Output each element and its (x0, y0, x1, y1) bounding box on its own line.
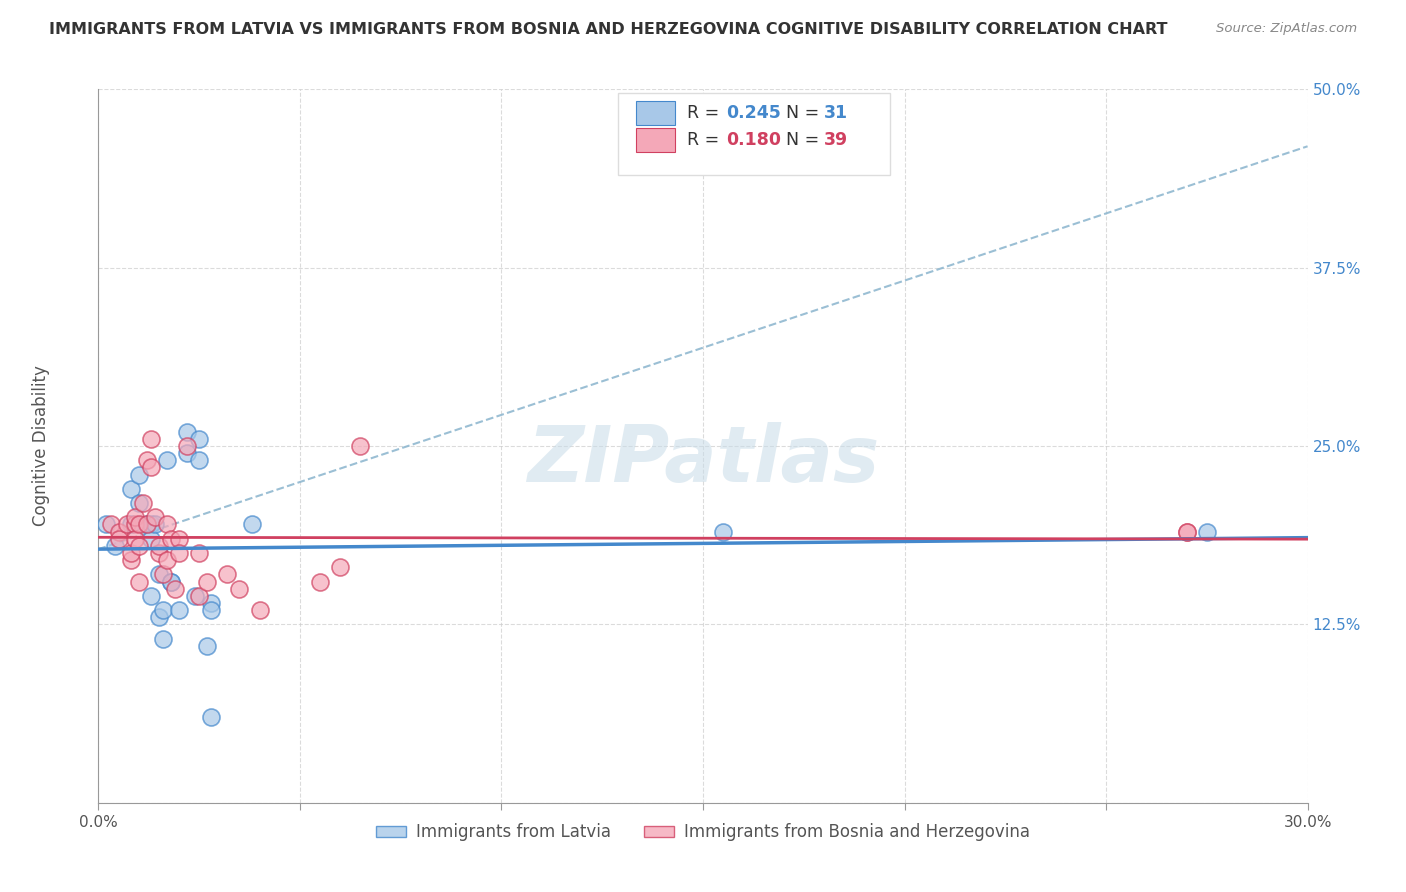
Point (156, 453, 179, 467)
Point (120, 517, 142, 532)
Legend: Immigrants from Latvia, Immigrants from Bosnia and Herzegovina: Immigrants from Latvia, Immigrants from … (370, 817, 1036, 848)
FancyBboxPatch shape (637, 128, 675, 152)
Point (139, 532, 162, 546)
Point (1175, 524, 1198, 539)
Point (195, 639, 218, 653)
Point (160, 574, 183, 589)
Point (135, 453, 157, 467)
Point (124, 510, 146, 524)
Text: N =: N = (786, 103, 825, 121)
Point (120, 553, 142, 567)
Point (128, 517, 150, 532)
Point (1175, 524, 1198, 539)
Point (128, 467, 150, 482)
Point (139, 460, 162, 475)
Point (128, 574, 150, 589)
Point (188, 453, 211, 467)
FancyBboxPatch shape (637, 101, 675, 125)
Point (115, 517, 138, 532)
Point (160, 532, 183, 546)
Point (200, 596, 222, 610)
Text: 0.180: 0.180 (725, 131, 780, 149)
Point (107, 532, 129, 546)
Text: IMMIGRANTS FROM LATVIA VS IMMIGRANTS FROM BOSNIA AND HERZEGOVINA COGNITIVE DISAB: IMMIGRANTS FROM LATVIA VS IMMIGRANTS FRO… (49, 22, 1168, 37)
Point (152, 603, 174, 617)
Point (128, 539, 150, 553)
Point (711, 524, 734, 539)
Point (200, 710, 222, 724)
Point (135, 517, 157, 532)
Point (167, 546, 190, 560)
Text: Source: ZipAtlas.com: Source: ZipAtlas.com (1216, 22, 1357, 36)
Point (148, 567, 170, 582)
Point (100, 517, 122, 532)
Text: R =: R = (688, 103, 725, 121)
Point (139, 432, 162, 446)
Point (176, 446, 198, 460)
Point (188, 432, 211, 446)
Point (124, 532, 146, 546)
Point (188, 589, 211, 603)
Point (160, 574, 183, 589)
Point (200, 603, 222, 617)
Text: 31: 31 (824, 103, 848, 121)
Point (135, 517, 157, 532)
Text: 39: 39 (824, 131, 848, 149)
Point (167, 532, 190, 546)
Point (143, 517, 166, 532)
Point (120, 482, 142, 496)
Point (152, 632, 174, 646)
Point (217, 567, 239, 582)
Point (148, 539, 170, 553)
Point (96, 517, 118, 532)
Point (124, 517, 146, 532)
FancyBboxPatch shape (619, 93, 890, 175)
Point (152, 567, 174, 582)
Point (349, 439, 371, 453)
Point (156, 517, 179, 532)
Point (148, 610, 170, 624)
Point (195, 574, 218, 589)
Text: R =: R = (688, 131, 725, 149)
Text: 0.245: 0.245 (725, 103, 780, 121)
Point (309, 574, 332, 589)
Point (176, 439, 198, 453)
Point (139, 517, 162, 532)
Point (107, 524, 129, 539)
Point (240, 517, 263, 532)
Point (128, 496, 150, 510)
Point (120, 546, 142, 560)
Text: N =: N = (786, 131, 825, 149)
Point (329, 560, 352, 574)
Point (184, 589, 207, 603)
Point (143, 510, 166, 524)
Point (148, 546, 170, 560)
Point (1195, 524, 1218, 539)
Point (249, 603, 271, 617)
Point (167, 603, 190, 617)
Point (156, 553, 179, 567)
Y-axis label: Cognitive Disability: Cognitive Disability (32, 366, 49, 526)
Text: ZIPatlas: ZIPatlas (527, 422, 879, 499)
Point (176, 425, 198, 439)
Point (228, 582, 250, 596)
Point (103, 539, 125, 553)
Point (163, 582, 186, 596)
Point (132, 496, 155, 510)
Point (188, 546, 211, 560)
Point (139, 589, 162, 603)
